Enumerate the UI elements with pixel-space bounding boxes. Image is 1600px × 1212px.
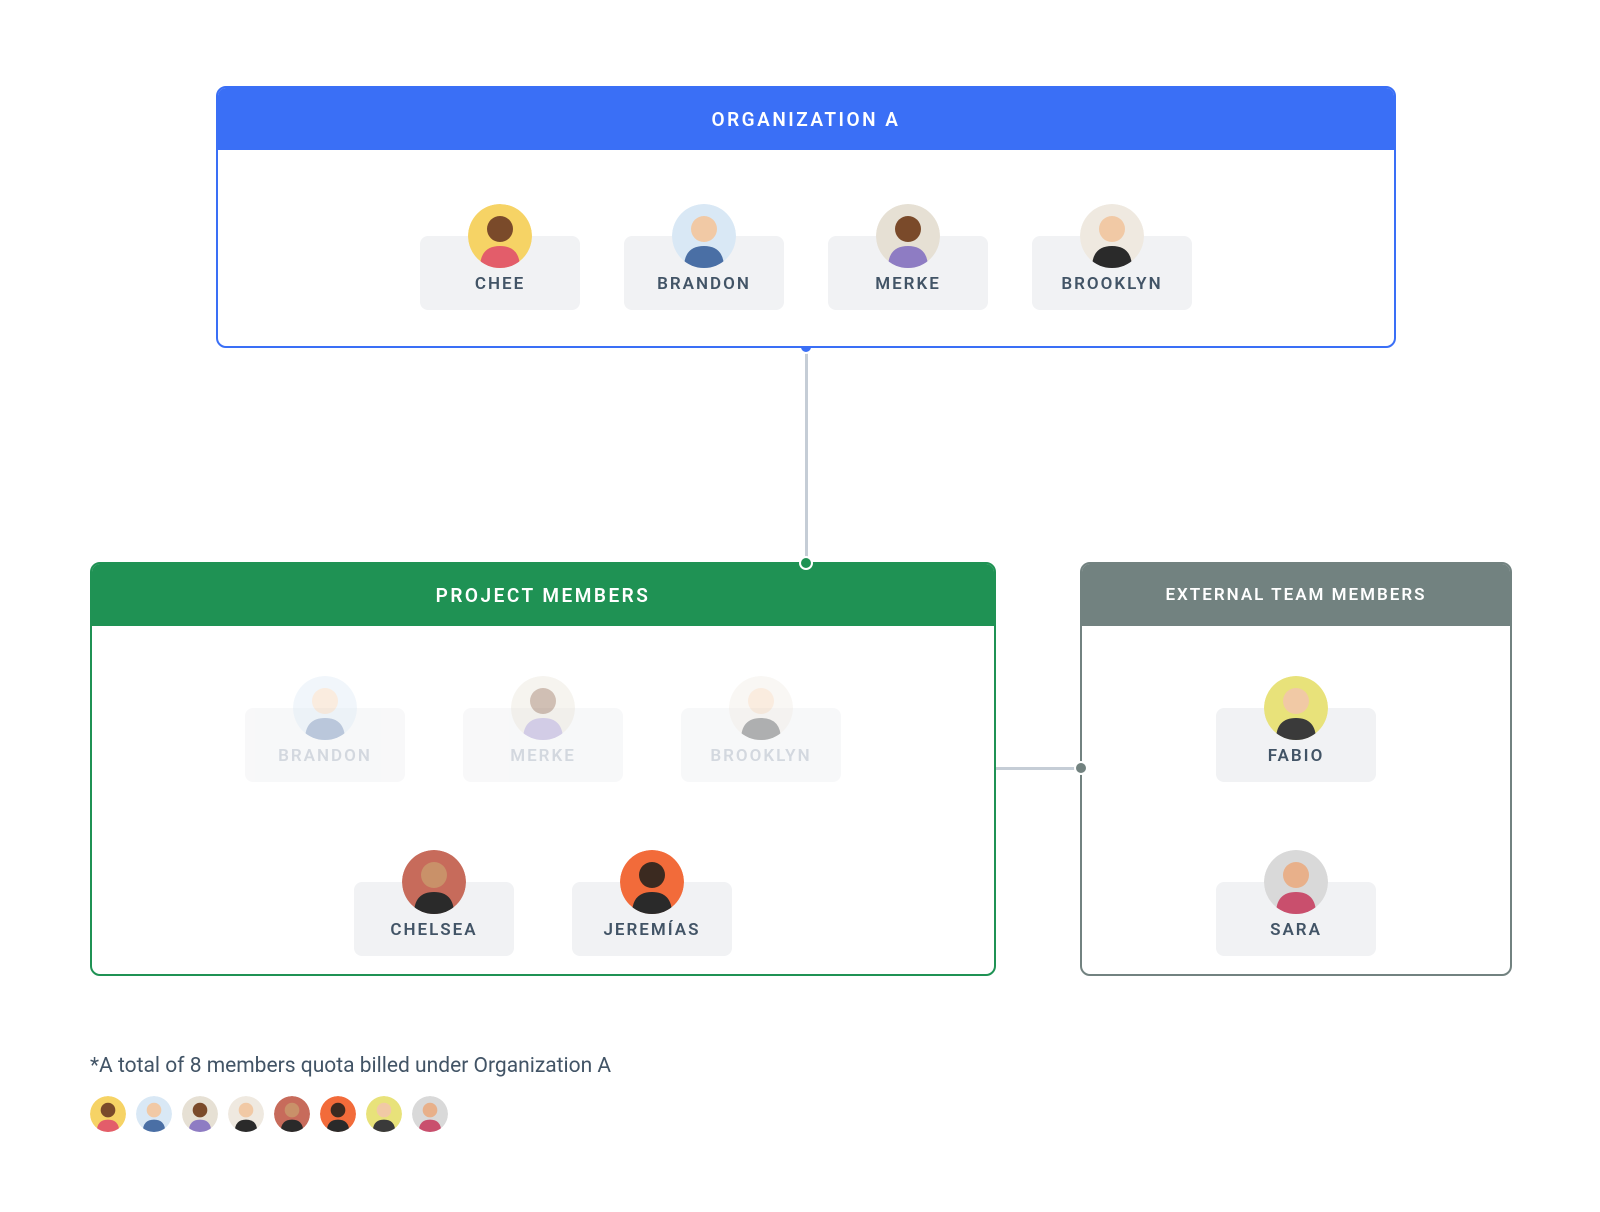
- avatar-icon: [876, 204, 940, 268]
- member-card: BRANDON: [624, 204, 784, 310]
- organization-header: ORGANIZATION A: [218, 88, 1394, 150]
- organization-panel: ORGANIZATION A CHEE BRANDON MERKE BROOKL…: [216, 86, 1396, 348]
- footnote-mini-avatars: [90, 1096, 448, 1132]
- project-members-row: CHELSEA JEREMÍAS: [92, 800, 994, 974]
- mini-avatar-icon: [228, 1096, 264, 1132]
- organization-title: ORGANIZATION A: [712, 108, 901, 131]
- external-members-row: FABIO: [1082, 626, 1510, 800]
- organization-members-row: CHEE BRANDON MERKE BROOKLYN: [218, 150, 1394, 346]
- project-members-rows: BRANDON MERKE BROOKLYN CHELSEA JEREMÍAS: [92, 626, 994, 974]
- avatar-icon: [729, 676, 793, 740]
- external-members-col: FABIO SARA: [1082, 626, 1510, 974]
- member-card: CHELSEA: [354, 850, 514, 956]
- footnote-text: *A total of 8 members quota billed under…: [90, 1054, 611, 1078]
- connector-dot-right: [1074, 761, 1088, 775]
- mini-avatar-icon: [136, 1096, 172, 1132]
- project-title: PROJECT MEMBERS: [436, 584, 651, 607]
- member-card: MERKE: [463, 676, 623, 782]
- member-card: CHEE: [420, 204, 580, 310]
- mini-avatar-icon: [274, 1096, 310, 1132]
- member-card: SARA: [1216, 850, 1376, 956]
- member-card: BROOKLYN: [1032, 204, 1192, 310]
- avatar-icon: [1264, 850, 1328, 914]
- project-header: PROJECT MEMBERS: [92, 564, 994, 626]
- avatar-icon: [620, 850, 684, 914]
- avatar-icon: [402, 850, 466, 914]
- avatar-icon: [1080, 204, 1144, 268]
- mini-avatar-icon: [412, 1096, 448, 1132]
- mini-avatar-icon: [182, 1096, 218, 1132]
- member-card: MERKE: [828, 204, 988, 310]
- member-card: BROOKLYN: [681, 676, 841, 782]
- project-panel: PROJECT MEMBERS BRANDON MERKE BROOKLYN C…: [90, 562, 996, 976]
- mini-avatar-icon: [320, 1096, 356, 1132]
- mini-avatar-icon: [366, 1096, 402, 1132]
- avatar-icon: [511, 676, 575, 740]
- connector-dot-mid: [799, 556, 813, 570]
- avatar-icon: [672, 204, 736, 268]
- project-members-row: BRANDON MERKE BROOKLYN: [92, 626, 994, 800]
- external-title: EXTERNAL TEAM MEMBERS: [1165, 585, 1426, 605]
- avatar-icon: [293, 676, 357, 740]
- member-card: JEREMÍAS: [572, 850, 732, 956]
- connector-horizontal: [996, 767, 1080, 770]
- avatar-icon: [1264, 676, 1328, 740]
- external-members-row: SARA: [1082, 800, 1510, 974]
- mini-avatar-icon: [90, 1096, 126, 1132]
- member-card: BRANDON: [245, 676, 405, 782]
- member-card: FABIO: [1216, 676, 1376, 782]
- external-panel: EXTERNAL TEAM MEMBERS FABIO SARA: [1080, 562, 1512, 976]
- external-header: EXTERNAL TEAM MEMBERS: [1082, 564, 1510, 626]
- avatar-icon: [468, 204, 532, 268]
- connector-vertical: [805, 348, 808, 562]
- org-diagram: ORGANIZATION A CHEE BRANDON MERKE BROOKL…: [0, 0, 1600, 1212]
